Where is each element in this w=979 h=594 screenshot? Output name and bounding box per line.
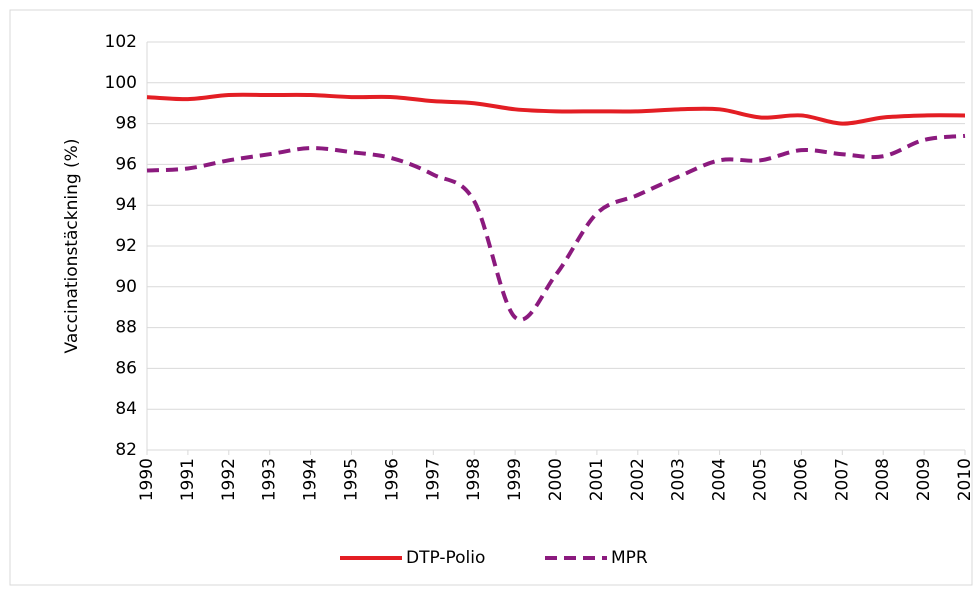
x-tick-label: 1997 [423,458,443,501]
x-tick-label: 1996 [382,458,402,501]
y-axis-label: Vaccinationstäckning (%) [62,139,82,354]
x-tick-label: 1991 [178,458,198,501]
x-tick-label: 2000 [546,458,566,501]
x-tick-label: 1993 [260,458,280,501]
x-tick-label: 2006 [791,458,811,501]
x-tick-label: 2002 [628,458,648,501]
x-tick-label: 2005 [751,458,771,501]
x-tick-label: 1994 [301,458,321,501]
legend-label: MPR [611,548,648,568]
x-tick-label: 1990 [137,458,157,501]
y-tick-label: 94 [115,195,137,215]
x-tick-label: 2003 [669,458,689,501]
x-tick-label: 2004 [710,458,730,501]
x-tick-label: 2001 [587,458,607,501]
line-series [146,133,966,322]
x-tick-label: 1999 [505,458,525,501]
x-tick-label: 1995 [342,458,362,501]
x-tick-label: 2007 [832,458,852,501]
y-tick-label: 82 [115,440,137,460]
x-tick-label: 2009 [914,458,934,501]
y-tick-label: 96 [115,154,137,174]
y-tick-label: 98 [115,114,137,134]
legend-label: DTP-Polio [406,548,485,568]
x-tick-label: 1992 [219,458,239,501]
x-tick-label: 2010 [955,458,975,501]
y-tick-label: 86 [115,358,137,378]
y-tick-label: 90 [115,277,137,297]
x-tick-label: 2008 [873,458,893,501]
x-tick-label: 1998 [464,458,484,501]
y-tick-label: 84 [115,399,137,419]
y-tick-label: 102 [105,32,137,52]
y-tick-label: 100 [105,73,137,93]
y-tick-label: 92 [115,236,137,256]
line-series [146,92,966,126]
y-tick-label: 88 [115,318,137,338]
